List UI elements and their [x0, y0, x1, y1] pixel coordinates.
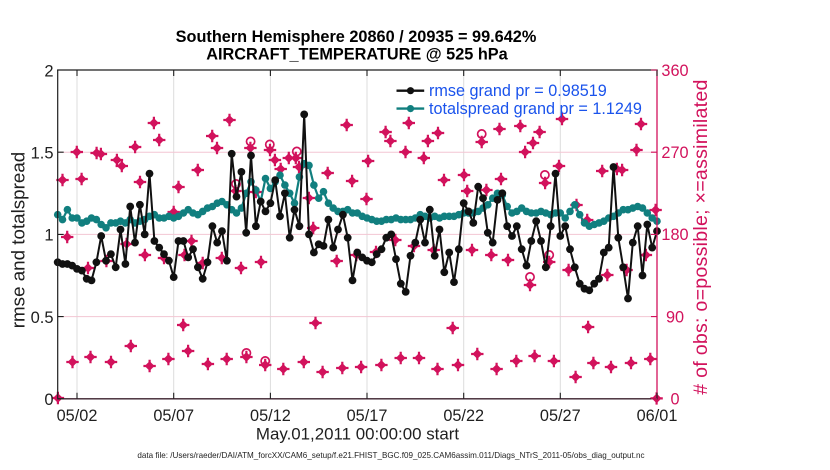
- svg-text:1.5: 1.5: [31, 145, 54, 163]
- svg-text:totalspread grand pr = 1.1249: totalspread grand pr = 1.1249: [429, 100, 642, 118]
- svg-text:05/22: 05/22: [443, 407, 484, 425]
- svg-text:0: 0: [44, 391, 53, 409]
- svg-text:0.5: 0.5: [31, 309, 54, 327]
- svg-text:0: 0: [670, 391, 679, 409]
- svg-text:AIRCRAFT_TEMPERATURE @ 525 hPa: AIRCRAFT_TEMPERATURE @ 525 hPa: [206, 46, 508, 64]
- svg-text:05/12: 05/12: [250, 407, 291, 425]
- svg-text:# of obs: o=possible; ×=assimi: # of obs: o=possible; ×=assimilated: [690, 79, 712, 394]
- svg-text:rmse and totalspread: rmse and totalspread: [7, 152, 28, 328]
- svg-text:180: 180: [661, 226, 688, 244]
- svg-text:05/02: 05/02: [57, 407, 98, 425]
- svg-text:rmse grand pr = 0.98519: rmse grand pr = 0.98519: [429, 82, 607, 100]
- svg-text:05/27: 05/27: [540, 407, 581, 425]
- svg-text:05/17: 05/17: [347, 407, 388, 425]
- svg-text:2: 2: [44, 62, 53, 80]
- svg-text:May.01,2011 00:00:00 start: May.01,2011 00:00:00 start: [256, 425, 459, 444]
- svg-text:90: 90: [666, 308, 684, 326]
- svg-text:1: 1: [44, 227, 53, 245]
- svg-text:06/01: 06/01: [637, 407, 678, 425]
- svg-text:Southern Hemisphere 20860 / 20: Southern Hemisphere 20860 / 20935 = 99.6…: [176, 28, 537, 46]
- svg-text:360: 360: [661, 62, 688, 80]
- svg-text:data file: /Users/raeder/DAI/A: data file: /Users/raeder/DAI/ATM_forcXX/…: [137, 451, 644, 460]
- svg-text:270: 270: [661, 144, 688, 162]
- svg-text:05/07: 05/07: [153, 407, 194, 425]
